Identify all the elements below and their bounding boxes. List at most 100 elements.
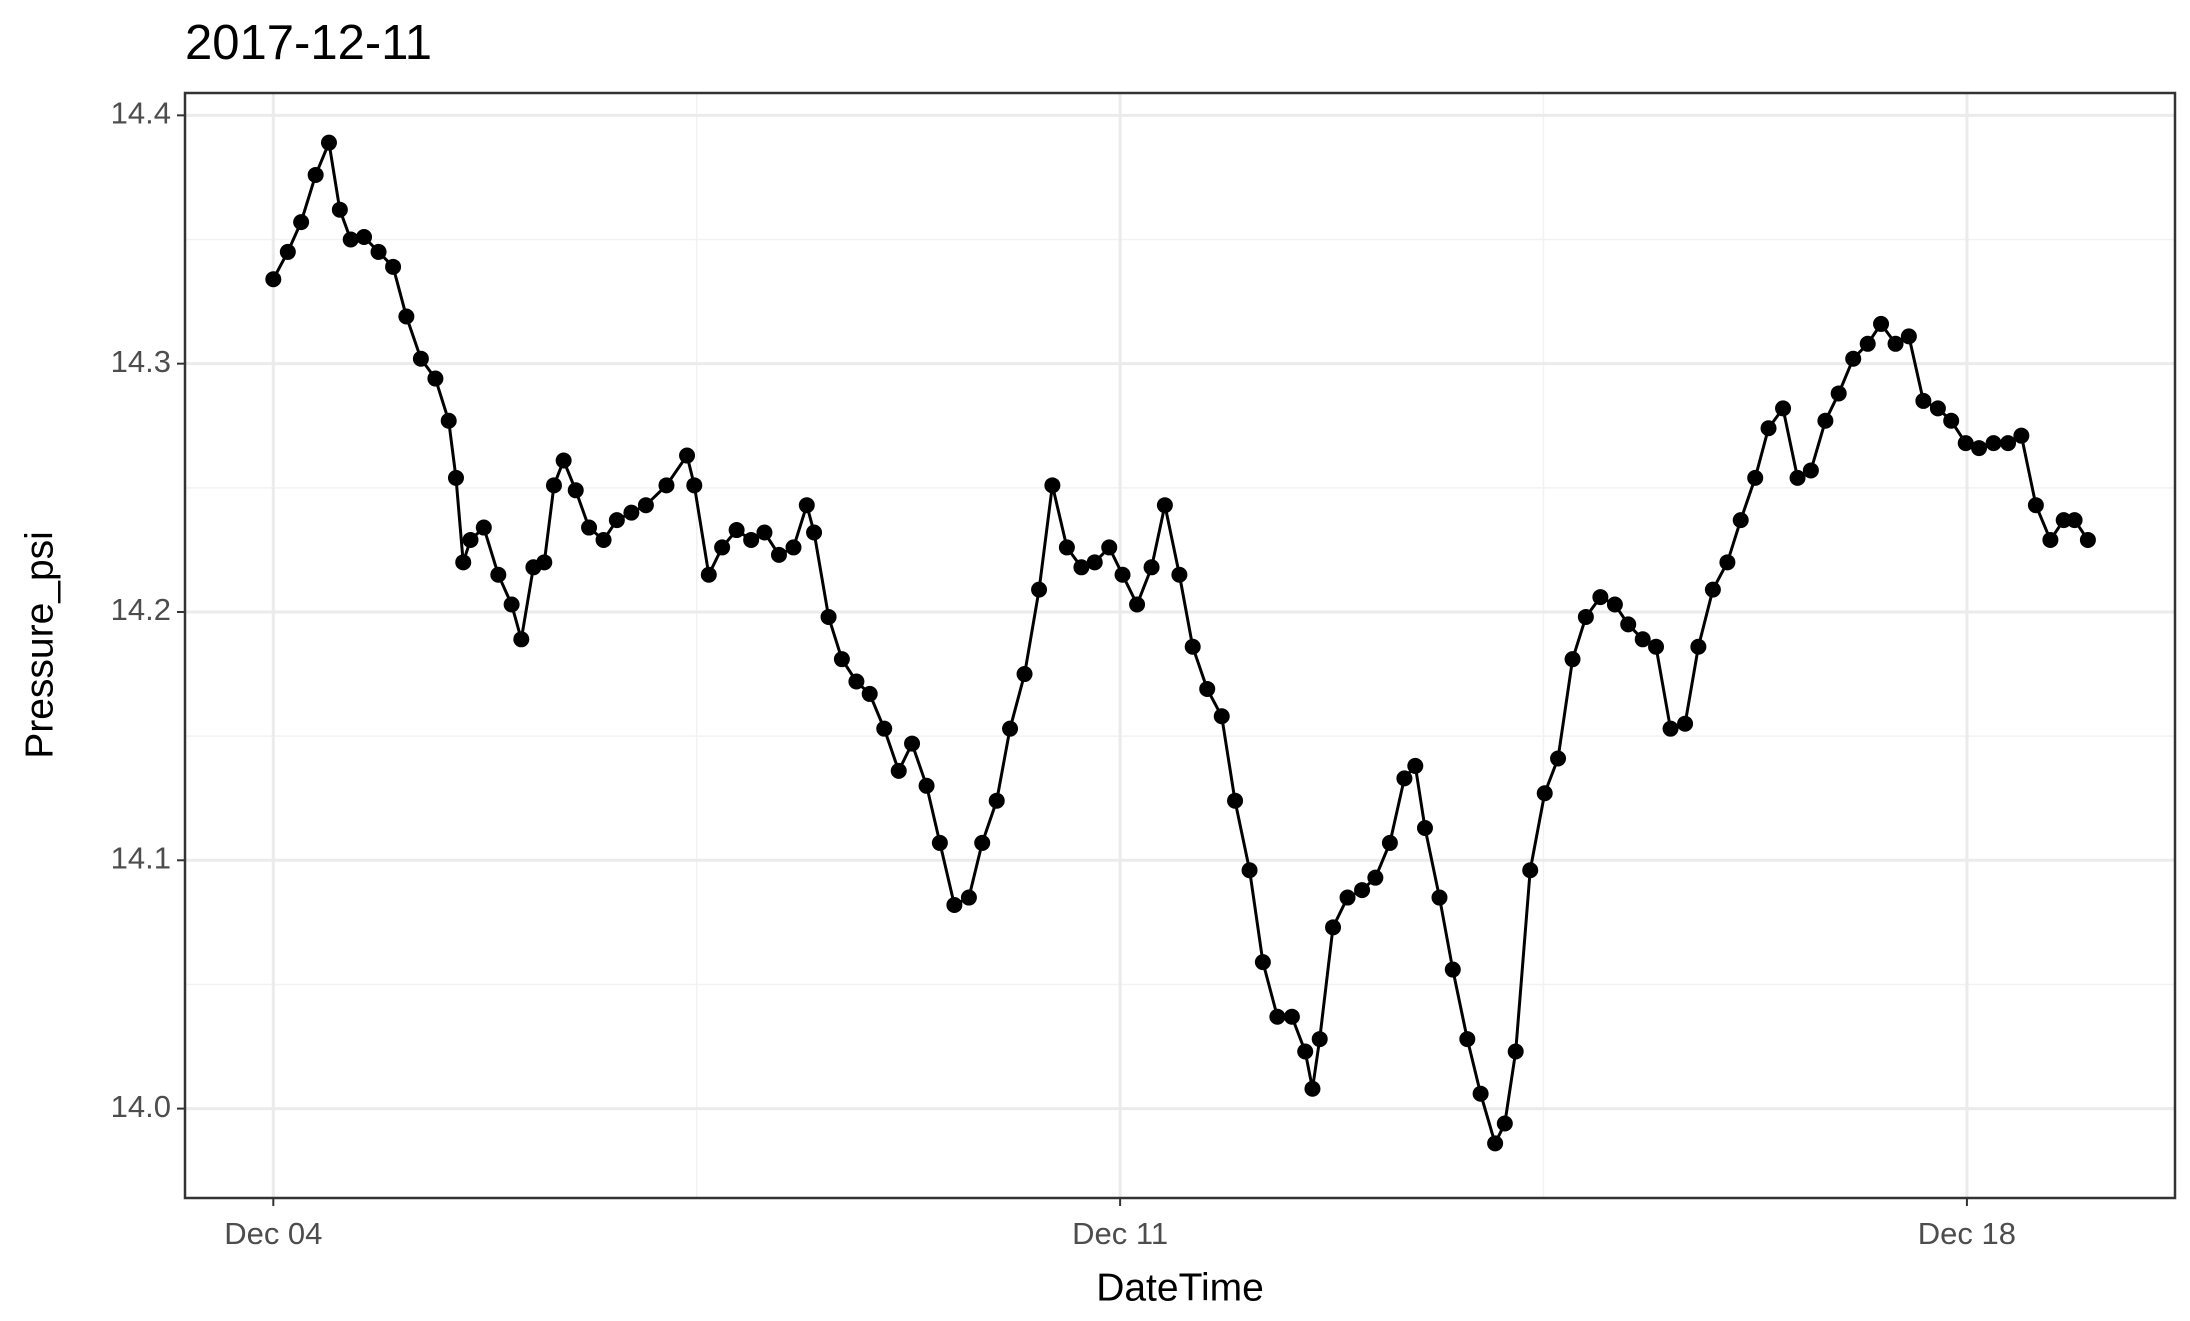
point [1073, 559, 1090, 576]
point [455, 554, 472, 571]
point [743, 531, 760, 548]
point [1971, 440, 1988, 457]
point [728, 522, 745, 539]
point [1143, 559, 1160, 576]
point [1507, 1043, 1524, 1060]
point [1199, 680, 1216, 697]
point [447, 469, 464, 486]
point [1283, 1008, 1300, 1025]
point [503, 596, 520, 613]
point [555, 452, 572, 469]
point [1297, 1043, 1314, 1060]
point [1002, 720, 1019, 737]
point [1241, 862, 1258, 879]
point [356, 229, 373, 246]
point [1900, 328, 1917, 345]
point [1662, 720, 1679, 737]
point [545, 477, 562, 494]
point [820, 608, 837, 625]
point [412, 350, 429, 367]
point [988, 792, 1005, 809]
point [1325, 919, 1342, 936]
point [1213, 708, 1230, 725]
point [608, 512, 625, 529]
point [2042, 531, 2059, 548]
y-tick-label: 14.3 [111, 344, 171, 379]
point [1184, 638, 1201, 655]
point [1845, 350, 1862, 367]
point [293, 214, 310, 231]
y-tick-label: 14.0 [111, 1089, 171, 1124]
point [1830, 385, 1847, 402]
point [427, 370, 444, 387]
panel-border [183, 91, 2177, 1200]
point [1802, 462, 1819, 479]
point [946, 896, 963, 913]
point [918, 777, 935, 794]
point [265, 271, 282, 288]
point [623, 504, 640, 521]
point [700, 566, 717, 583]
point [1915, 392, 1932, 409]
point [581, 519, 598, 536]
point [1550, 750, 1567, 767]
point [658, 477, 675, 494]
point [1396, 770, 1413, 787]
point [567, 482, 584, 499]
point [1339, 889, 1356, 906]
point [1817, 412, 1834, 429]
point [1304, 1080, 1321, 1097]
point [398, 308, 415, 325]
point [1031, 581, 1048, 598]
point [1760, 420, 1777, 437]
point [462, 531, 479, 548]
point [1171, 566, 1188, 583]
point [1129, 596, 1146, 613]
point [1677, 715, 1694, 732]
point [785, 539, 802, 556]
point [1704, 581, 1721, 598]
point [1114, 566, 1131, 583]
y-axis-title: Pressure_psi [18, 531, 61, 759]
point [1311, 1031, 1328, 1048]
x-tick-label: Dec 11 [1072, 1216, 1168, 1251]
point [1269, 1008, 1286, 1025]
point [637, 497, 654, 514]
point [770, 546, 787, 563]
point [1016, 666, 1033, 683]
point [1775, 400, 1792, 417]
point [714, 539, 731, 556]
point [876, 720, 893, 737]
point [279, 243, 296, 260]
point [440, 412, 457, 429]
point [1407, 757, 1424, 774]
point [848, 673, 865, 690]
point [1690, 638, 1707, 655]
point [475, 519, 492, 536]
point [2079, 531, 2096, 548]
point [307, 166, 324, 183]
y-tick-label: 14.4 [111, 96, 171, 131]
point [536, 554, 553, 571]
series-line [271, 137, 2090, 1148]
point [2066, 512, 2083, 529]
point [1381, 834, 1398, 851]
point [1536, 785, 1553, 802]
point [904, 735, 921, 752]
x-axis-title: DateTime [1096, 1266, 1264, 1309]
x-tick-label: Dec 18 [1918, 1216, 2016, 1251]
point [1719, 554, 1736, 571]
point [890, 762, 907, 779]
point [1577, 608, 1594, 625]
point [974, 834, 991, 851]
point [2000, 435, 2017, 452]
point [1487, 1135, 1504, 1152]
y-tick-label: 14.2 [111, 592, 171, 627]
x-tick-label: Dec 04 [224, 1216, 322, 1251]
point [1873, 315, 1890, 332]
point [1985, 435, 2002, 452]
point [1943, 412, 1960, 429]
point [1634, 631, 1651, 648]
point [806, 524, 823, 541]
